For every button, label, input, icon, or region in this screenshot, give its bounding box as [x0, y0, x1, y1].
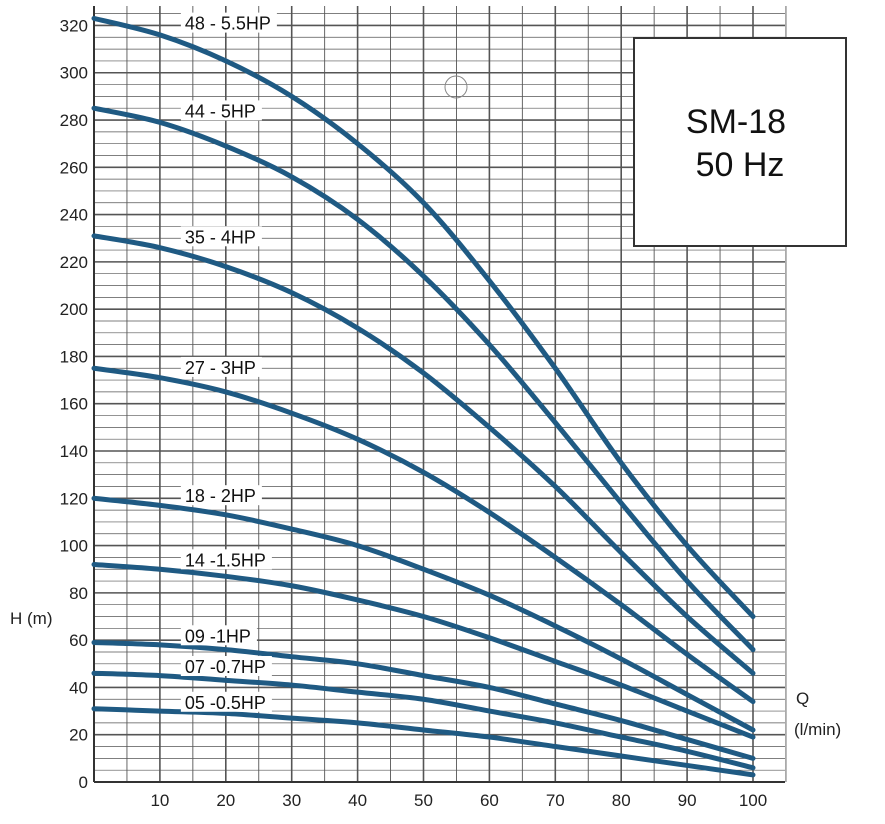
series-label: 48 - 5.5HP [185, 14, 271, 34]
y-tick-label: 100 [60, 537, 88, 556]
series-line [91, 640, 756, 761]
series-label-bg [180, 549, 272, 570]
y-tick-label: 40 [69, 678, 88, 697]
series-label-bg [180, 12, 277, 33]
series-label: 35 - 4HP [185, 227, 256, 247]
model-box-frame [633, 37, 847, 247]
series-line [91, 495, 756, 733]
series-line [91, 561, 756, 740]
series-label: 44 - 5HP [185, 101, 256, 121]
series-label-bg [180, 691, 272, 712]
y-tick-label: 140 [60, 442, 88, 461]
x-tick-label: 20 [216, 791, 235, 810]
series-label-bg [180, 656, 272, 677]
series-label-bg [180, 356, 262, 377]
series-label: 27 - 3HP [185, 358, 256, 378]
series-line [91, 105, 756, 653]
y-tick-label: 120 [60, 489, 88, 508]
curve-labels: 48 - 5.5HP 44 - 5HP 35 - 4HP 27 - 3HP 18 - 2… [180, 12, 277, 713]
frequency: 50 Hz [696, 146, 785, 184]
x-tick-label: 60 [480, 791, 499, 810]
x-tick-label: 50 [414, 791, 433, 810]
x-tick-label: 70 [546, 791, 565, 810]
x-tick-label: 100 [739, 791, 767, 810]
series-label: 05 -0.5HP [185, 693, 266, 713]
series-label-bg [180, 625, 257, 646]
y-tick-label: 80 [69, 584, 88, 603]
x-tick-label: 40 [348, 791, 367, 810]
y-tick-label: 260 [60, 158, 88, 177]
y-tick-label: 220 [60, 253, 88, 272]
y-axis-title: H (m) [10, 609, 52, 628]
y-tick-label: 320 [60, 16, 88, 35]
y-tick-label: 280 [60, 111, 88, 130]
series-label: 18 - 2HP [185, 486, 256, 506]
y-tick-label: 180 [60, 347, 88, 366]
y-tick-label: 240 [60, 206, 88, 225]
x-tick-label: 10 [150, 791, 169, 810]
y-tick-label: 60 [69, 631, 88, 650]
x-tick-label: 30 [282, 791, 301, 810]
y-tick-label: 200 [60, 300, 88, 319]
series-line [91, 670, 756, 771]
y-tick-label: 0 [79, 773, 88, 792]
series-line [91, 233, 756, 676]
series-label-bg [180, 100, 262, 121]
series-label: 14 -1.5HP [185, 550, 266, 570]
y-tick-label: 160 [60, 395, 88, 414]
model-box: SM-18 50 Hz [633, 37, 847, 247]
series-line [91, 15, 756, 620]
x-tick-label: 90 [678, 791, 697, 810]
series-line [91, 365, 756, 705]
tick-labels: 0 20 40 60 80 100 120 140 160 180 200 220 240 260 280 3… [60, 16, 768, 810]
grid [93, 6, 787, 783]
y-tick-label: 300 [60, 64, 88, 83]
y-tick-label: 20 [69, 726, 88, 745]
x-axis-title-line1: Q [796, 689, 809, 708]
x-tick-label: 80 [612, 791, 631, 810]
model-name: SM-18 [686, 103, 786, 141]
series-label-bg [180, 485, 262, 506]
x-axis-title-line2: (l/min) [794, 720, 841, 739]
series-label-bg [180, 226, 262, 247]
marker-circle [444, 75, 468, 99]
series-line [91, 706, 756, 778]
series-group [91, 15, 756, 778]
series-label: 07 -0.7HP [185, 657, 266, 677]
series-label: 09 -1HP [185, 626, 251, 646]
